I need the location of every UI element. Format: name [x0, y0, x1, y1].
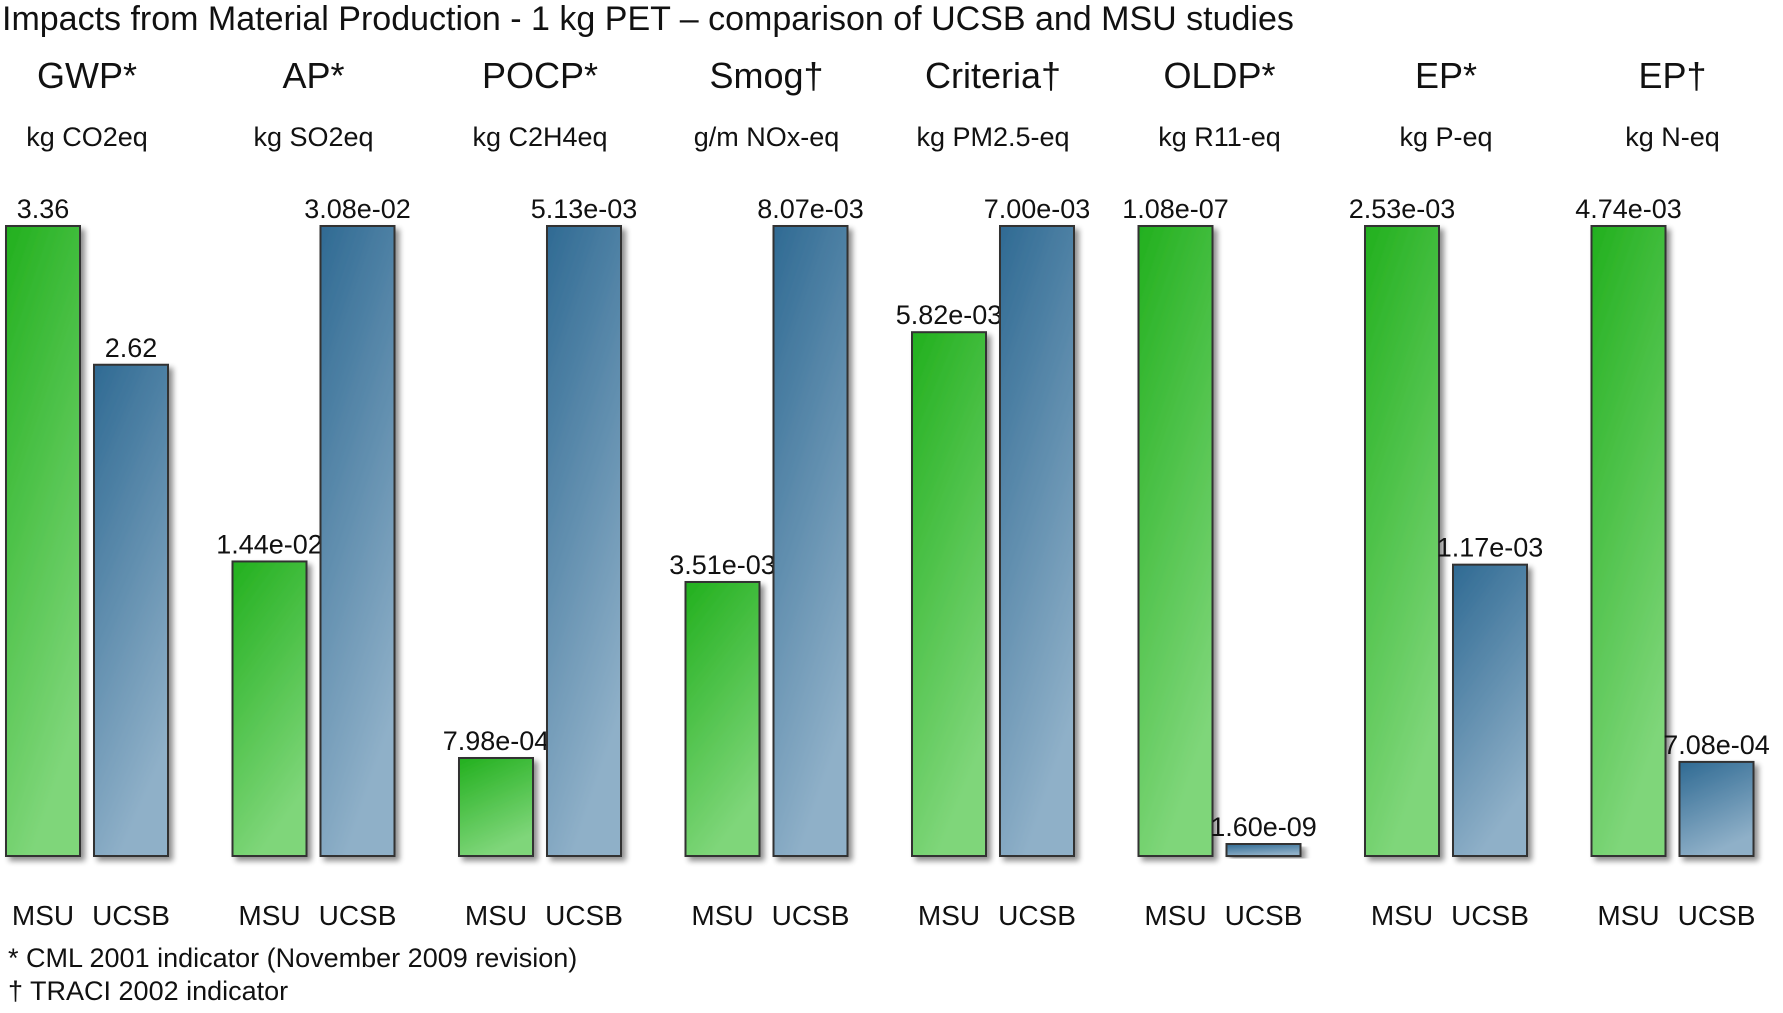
- value-label-criteria-traci-msu: 5.82e-03: [896, 300, 1003, 330]
- panel-unit-oldp-cml: kg R11-eq: [1158, 122, 1281, 152]
- bar-criteria-traci-msu: [911, 331, 987, 857]
- value-label-pocp-cml-msu: 7.98e-04: [443, 726, 550, 756]
- panel-criteria-traci: Criteria† kg PM2.5-eq 5.82e-03 MSU 7.00e-03 U…: [896, 55, 1091, 931]
- panel-ap-cml: AP* kg SO2eq 1.44e-02 MSU 3.08e-02 UCSB: [216, 55, 411, 931]
- value-label-ep-traci-msu: 4.74e-03: [1575, 194, 1682, 224]
- panel-unit-smog-traci: g/m NOx-eq: [694, 122, 840, 152]
- category-label-ap-cml-msu: MSU: [238, 900, 300, 931]
- bar-smog-traci-msu: [684, 580, 761, 857]
- panel-title-oldp-cml: OLDP*: [1163, 55, 1275, 96]
- panel-unit-criteria-traci: kg PM2.5-eq: [916, 122, 1069, 152]
- bar-pocp-cml-msu: [458, 757, 534, 857]
- panel-title-criteria-traci: Criteria†: [925, 55, 1061, 96]
- category-label-criteria-traci-msu: MSU: [918, 900, 980, 931]
- value-label-criteria-traci-ucsb: 7.00e-03: [984, 194, 1091, 224]
- category-label-oldp-cml-ucsb: UCSB: [1225, 900, 1303, 931]
- value-label-gwp-cml-ucsb: 2.62: [105, 333, 158, 363]
- panel-pocp-cml: POCP* kg C2H4eq 7.98e-04 MSU 5.13e-03 UCSB: [443, 55, 638, 931]
- panel-title-ep-cml: EP*: [1415, 55, 1477, 96]
- category-label-smog-traci-msu: MSU: [691, 900, 753, 931]
- category-label-ep-traci-msu: MSU: [1597, 900, 1659, 931]
- category-label-gwp-cml-msu: MSU: [12, 900, 74, 931]
- value-label-oldp-cml-ucsb: 1.60e-09: [1210, 812, 1317, 842]
- value-label-ap-cml-ucsb: 3.08e-02: [304, 194, 411, 224]
- panel-title-pocp-cml: POCP*: [482, 55, 598, 96]
- bar-oldp-cml-msu: [1137, 225, 1214, 857]
- panel-unit-ep-cml: kg P-eq: [1399, 122, 1492, 152]
- value-label-ap-cml-msu: 1.44e-02: [216, 529, 323, 559]
- value-label-ep-traci-ucsb: 7.08e-04: [1663, 730, 1770, 760]
- panel-title-ap-cml: AP*: [282, 55, 344, 96]
- bar-gwp-cml-msu: [5, 225, 81, 857]
- panel-unit-ap-cml: kg SO2eq: [253, 122, 373, 152]
- value-label-ep-cml-ucsb: 1.17e-03: [1437, 533, 1544, 563]
- bar-ep-cml-ucsb: [1452, 563, 1528, 857]
- bar-gwp-cml-ucsb: [93, 363, 169, 857]
- chart-title: Impacts from Material Production - 1 kg …: [2, 0, 1294, 38]
- bar-ap-cml-ucsb: [319, 225, 396, 857]
- value-label-smog-traci-msu: 3.51e-03: [669, 550, 776, 580]
- panel-unit-ep-traci: kg N-eq: [1625, 122, 1720, 152]
- bar-criteria-traci-ucsb: [999, 225, 1075, 857]
- value-label-ep-cml-msu: 2.53e-03: [1349, 194, 1456, 224]
- value-label-gwp-cml-msu: 3.36: [17, 194, 70, 224]
- bar-ep-cml-msu: [1364, 225, 1440, 857]
- panel-unit-gwp-cml: kg CO2eq: [26, 122, 148, 152]
- category-label-pocp-cml-msu: MSU: [465, 900, 527, 931]
- category-label-gwp-cml-ucsb: UCSB: [92, 900, 170, 931]
- category-label-ep-cml-msu: MSU: [1371, 900, 1433, 931]
- footnote-cml: * CML 2001 indicator (November 2009 revi…: [8, 943, 577, 973]
- category-label-smog-traci-ucsb: UCSB: [772, 900, 850, 931]
- panels: GWP* kg CO2eq 3.36 MSU 2.62 UCSB AP* kg SO2eq 1.…: [5, 55, 1770, 931]
- panel-smog-traci: Smog† g/m NOx-eq 3.51e-03 MSU 8.07e-03 UCSB: [669, 55, 864, 931]
- bar-smog-traci-ucsb: [772, 225, 849, 857]
- category-label-criteria-traci-ucsb: UCSB: [998, 900, 1076, 931]
- category-label-ep-cml-ucsb: UCSB: [1451, 900, 1529, 931]
- panel-title-smog-traci: Smog†: [709, 55, 823, 96]
- bar-pocp-cml-ucsb: [546, 225, 622, 857]
- bar-ap-cml-msu: [231, 560, 308, 857]
- panel-oldp-cml: OLDP* kg R11-eq 1.08e-07 MSU 1.60e-09 UCSB: [1122, 55, 1317, 931]
- panel-title-gwp-cml: GWP*: [37, 55, 137, 96]
- category-label-ap-cml-ucsb: UCSB: [319, 900, 397, 931]
- bar-oldp-cml-ucsb: [1225, 843, 1302, 857]
- footnote-traci: † TRACI 2002 indicator: [8, 976, 288, 1006]
- value-label-oldp-cml-msu: 1.08e-07: [1122, 194, 1229, 224]
- value-label-smog-traci-ucsb: 8.07e-03: [757, 194, 864, 224]
- category-label-oldp-cml-msu: MSU: [1144, 900, 1206, 931]
- panel-title-ep-traci: EP†: [1638, 55, 1706, 96]
- panel-unit-pocp-cml: kg C2H4eq: [472, 122, 607, 152]
- value-label-pocp-cml-ucsb: 5.13e-03: [531, 194, 638, 224]
- bar-ep-traci-ucsb: [1678, 760, 1755, 858]
- panel-ep-cml: EP* kg P-eq 2.53e-03 MSU 1.17e-03 UCSB: [1349, 55, 1544, 931]
- panel-ep-traci: EP† kg N-eq 4.74e-03 MSU 7.08e-04 UCSB: [1575, 55, 1770, 931]
- category-label-pocp-cml-ucsb: UCSB: [545, 900, 623, 931]
- bar-ep-traci-msu: [1590, 225, 1667, 857]
- category-label-ep-traci-ucsb: UCSB: [1678, 900, 1756, 931]
- panel-gwp-cml: GWP* kg CO2eq 3.36 MSU 2.62 UCSB: [5, 55, 170, 931]
